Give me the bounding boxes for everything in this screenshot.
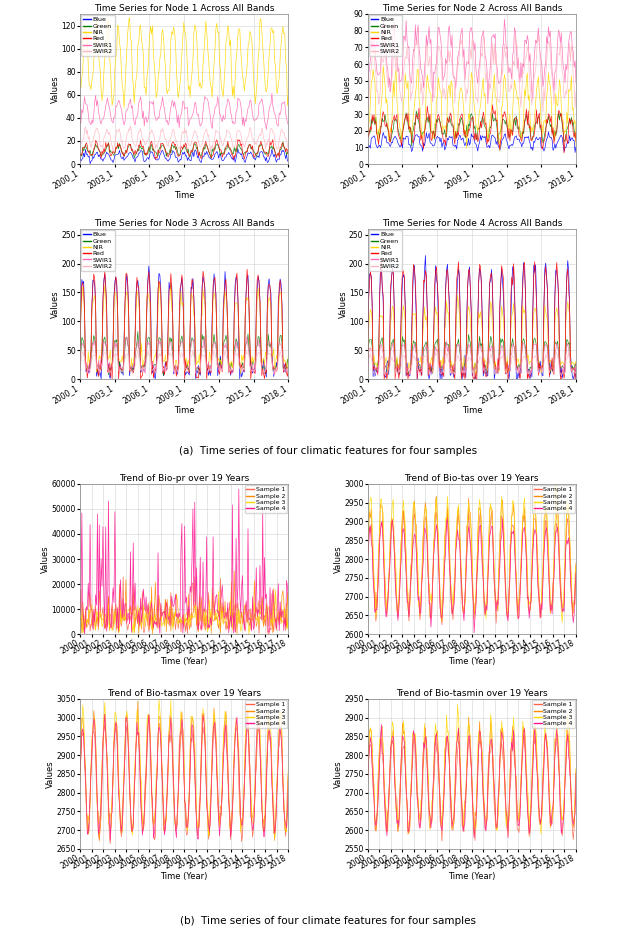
X-axis label: Time: Time [461, 191, 482, 200]
Legend: Sample 1, Sample 2, Sample 3, Sample 4: Sample 1, Sample 2, Sample 3, Sample 4 [532, 486, 575, 514]
Y-axis label: Values: Values [41, 545, 50, 573]
Title: Time Series for Node 1 Across All Bands: Time Series for Node 1 Across All Bands [94, 5, 275, 13]
Title: Trend of Bio-pr over 19 Years: Trend of Bio-pr over 19 Years [119, 474, 250, 483]
X-axis label: Time (Year): Time (Year) [448, 872, 495, 881]
Title: Time Series for Node 4 Across All Bands: Time Series for Node 4 Across All Bands [381, 219, 562, 228]
Y-axis label: Values: Values [343, 75, 352, 103]
Legend: Blue, Green, NIR, Red, SWIR1, SWIR2: Blue, Green, NIR, Red, SWIR1, SWIR2 [81, 230, 115, 271]
Legend: Sample 1, Sample 2, Sample 3, Sample 4: Sample 1, Sample 2, Sample 3, Sample 4 [244, 486, 287, 514]
Title: Trend of Bio-tasmax over 19 Years: Trend of Bio-tasmax over 19 Years [107, 689, 261, 698]
Y-axis label: Values: Values [51, 75, 60, 103]
Legend: Sample 1, Sample 2, Sample 3, Sample 4: Sample 1, Sample 2, Sample 3, Sample 4 [244, 700, 287, 728]
Y-axis label: Values: Values [339, 290, 348, 318]
Title: Trend of Bio-tasmin over 19 Years: Trend of Bio-tasmin over 19 Years [396, 689, 548, 698]
Legend: Blue, Green, NIR, Red, SWIR1, SWIR2: Blue, Green, NIR, Red, SWIR1, SWIR2 [81, 15, 115, 56]
X-axis label: Time: Time [461, 406, 482, 416]
X-axis label: Time (Year): Time (Year) [161, 872, 208, 881]
Y-axis label: Values: Values [333, 545, 342, 573]
Text: (a)  Time series of four climatic features for four samples: (a) Time series of four climatic feature… [179, 445, 477, 456]
Title: Time Series for Node 2 Across All Bands: Time Series for Node 2 Across All Bands [381, 5, 562, 13]
X-axis label: Time (Year): Time (Year) [161, 657, 208, 666]
Legend: Sample 1, Sample 2, Sample 3, Sample 4: Sample 1, Sample 2, Sample 3, Sample 4 [532, 700, 575, 728]
X-axis label: Time (Year): Time (Year) [448, 657, 495, 666]
Y-axis label: Values: Values [51, 290, 60, 318]
Legend: Blue, Green, NIR, Red, SWIR1, SWIR2: Blue, Green, NIR, Red, SWIR1, SWIR2 [369, 15, 402, 56]
Title: Time Series for Node 3 Across All Bands: Time Series for Node 3 Across All Bands [94, 219, 275, 228]
Y-axis label: Values: Values [46, 761, 55, 788]
Text: (b)  Time series of four climate features for four samples: (b) Time series of four climate features… [180, 915, 476, 925]
X-axis label: Time: Time [174, 191, 195, 200]
X-axis label: Time: Time [174, 406, 195, 416]
Y-axis label: Values: Values [333, 761, 342, 788]
Legend: Blue, Green, NIR, Red, SWIR1, SWIR2: Blue, Green, NIR, Red, SWIR1, SWIR2 [369, 230, 402, 271]
Title: Trend of Bio-tas over 19 Years: Trend of Bio-tas over 19 Years [404, 474, 539, 483]
